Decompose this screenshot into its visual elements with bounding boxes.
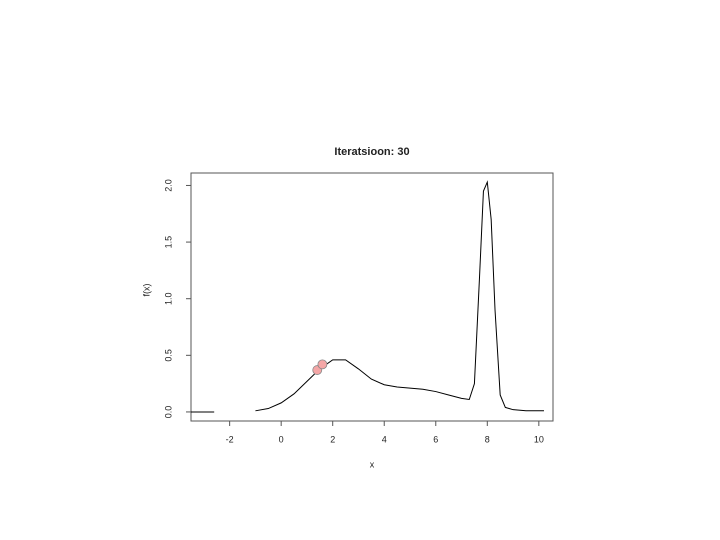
y-tick-label: 1.5 (163, 236, 173, 249)
y-tick-label: 0.0 (163, 406, 173, 419)
plot-box (190, 172, 554, 422)
chart-title: Iteratsioon: 30 (334, 146, 409, 158)
y-axis-label: f(x) (141, 284, 151, 297)
curve (191, 180, 544, 413)
y-tick-label: 1.0 (163, 292, 173, 305)
x-tick-label: 4 (382, 434, 387, 444)
x-tick-label: 6 (433, 434, 438, 444)
y-tick-label: 0.5 (163, 349, 173, 362)
y-tick-label: 2.0 (163, 179, 173, 192)
x-tick-label: 2 (330, 434, 335, 444)
x-tick-label: 10 (534, 434, 544, 444)
x-tick-label: 0 (279, 434, 284, 444)
point (317, 359, 328, 370)
x-axis-label: x (370, 459, 375, 469)
x-tick-label: -2 (226, 434, 234, 444)
x-tick-label: 8 (485, 434, 490, 444)
